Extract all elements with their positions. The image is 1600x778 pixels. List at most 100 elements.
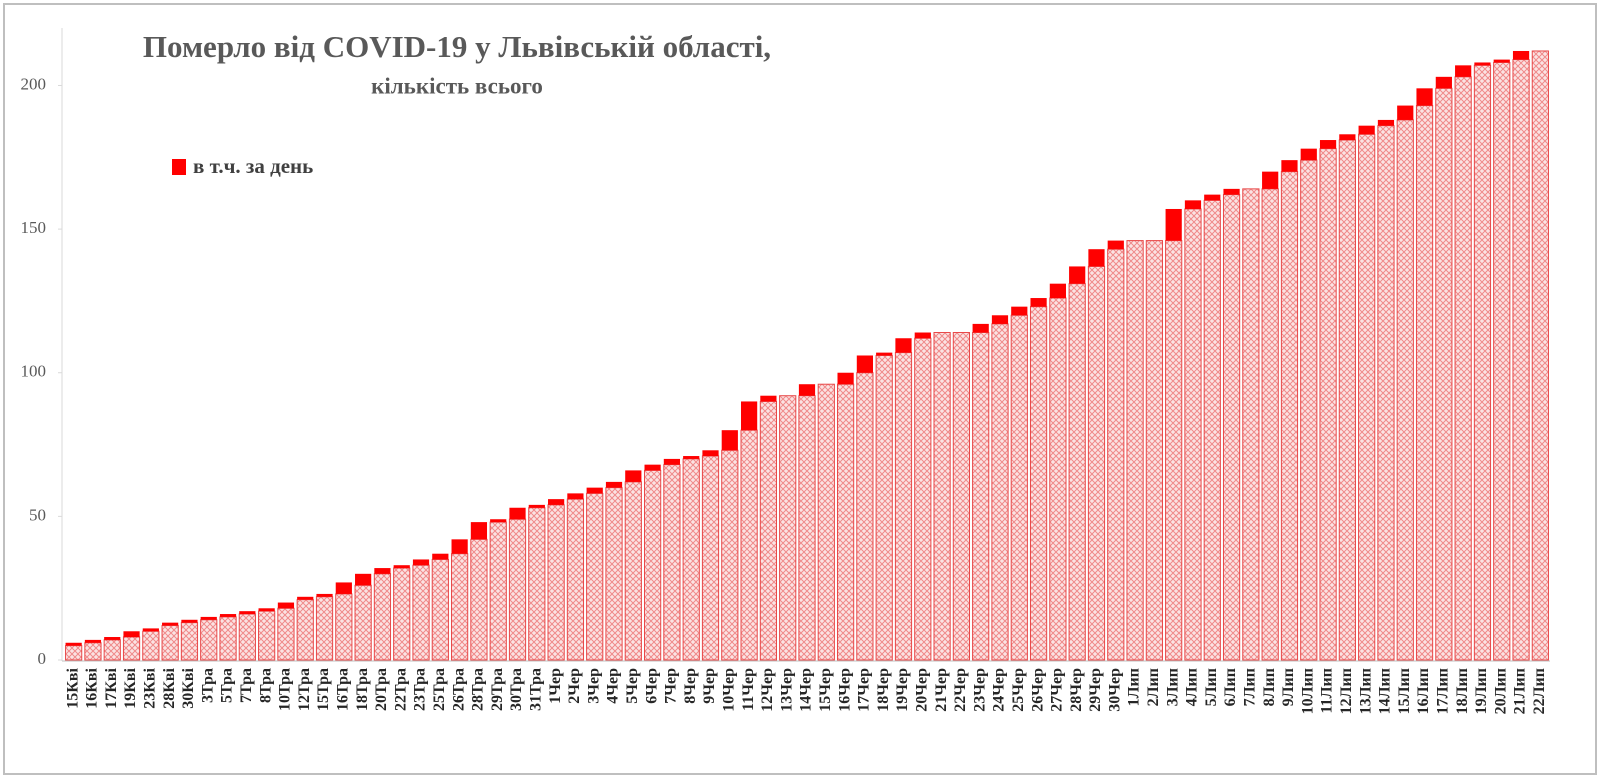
bar-segment: [1377, 119, 1395, 126]
bar: [335, 593, 353, 661]
bar: [180, 622, 199, 661]
x-tick-label: 6Лип: [1222, 668, 1239, 706]
bar: [547, 504, 565, 661]
y-tick-label: 150: [21, 218, 47, 237]
bar: [856, 372, 874, 661]
bar-segment: [1262, 171, 1279, 189]
bar: [65, 645, 83, 661]
bar: [663, 464, 681, 661]
x-tick-label: 3Тра: [199, 668, 216, 703]
bar-segment: [1493, 59, 1510, 63]
bar: [566, 498, 585, 661]
x-tick-label: 27Чер: [1049, 668, 1066, 712]
bar: [798, 395, 816, 661]
x-tick-label: 31Тра: [527, 668, 544, 711]
bar: [528, 507, 546, 661]
bar-segment: [335, 582, 352, 594]
x-tick-label: 17Лип: [1435, 668, 1452, 714]
bar: [644, 469, 662, 661]
bar: [1222, 194, 1241, 661]
bar-segment: [1474, 62, 1491, 66]
x-tick-label: 4Лип: [1184, 668, 1201, 706]
bar: [1126, 240, 1144, 661]
bar: [1493, 61, 1511, 661]
x-tick-label: 12Лип: [1338, 668, 1355, 714]
x-tick-label: 8Тра: [257, 668, 274, 703]
bar-segment: [509, 507, 526, 520]
x-tick-label: 8Чер: [682, 668, 699, 704]
bar: [817, 383, 835, 661]
bar: [1107, 248, 1125, 661]
bar-segment: [760, 395, 777, 402]
bar-segment: [1088, 249, 1105, 267]
x-tick-label: 18Чер: [875, 668, 892, 712]
bar: [451, 553, 469, 661]
x-tick-label: 18Тра: [354, 668, 371, 711]
bar: [1087, 265, 1106, 661]
bar-segment: [162, 622, 179, 626]
bar-segment: [1165, 208, 1182, 241]
bar: [1531, 50, 1549, 661]
bar: [84, 642, 102, 661]
bar-segment: [470, 522, 488, 540]
x-tick-label: 5Тра: [219, 668, 236, 703]
x-tick-label: 17Кві: [103, 667, 120, 708]
bar: [1203, 199, 1221, 661]
bar-segment: [1455, 65, 1472, 77]
bar: [1184, 208, 1202, 661]
bar: [200, 619, 218, 661]
bar-segment: [432, 553, 449, 560]
x-tick-label: 2Лип: [1145, 668, 1162, 706]
x-tick-label: 13Лип: [1357, 668, 1374, 714]
x-tick-label: 3Чер: [585, 668, 602, 704]
x-tick-label: 12Чер: [759, 668, 776, 712]
bar-segment: [1011, 306, 1028, 316]
bar-segment: [1223, 188, 1240, 195]
bar-segment: [837, 372, 854, 385]
x-tick-label: 28Тра: [470, 668, 487, 711]
y-tick-label: 200: [21, 74, 47, 93]
bar-segment: [740, 401, 758, 431]
x-tick-label: 10Лип: [1299, 668, 1316, 714]
x-tick-label: 21Чер: [933, 668, 950, 712]
x-tick-label: 22Лип: [1531, 668, 1548, 714]
x-tick-label: 23Кві: [142, 667, 159, 708]
bar: [701, 455, 720, 661]
bar: [875, 354, 893, 661]
bar-segment: [181, 619, 198, 623]
bar-segment: [239, 611, 256, 615]
x-tick-label: 28Чер: [1068, 668, 1085, 712]
bar: [258, 610, 276, 661]
bar-segment: [567, 493, 584, 500]
bar: [605, 487, 623, 661]
bar: [1415, 105, 1434, 661]
bar-segment: [1358, 125, 1375, 135]
bar: [161, 625, 179, 661]
x-tick-label: 11Чер: [740, 668, 757, 711]
x-tick-label: 19Кві: [122, 667, 139, 708]
x-tick-label: 1Чер: [547, 668, 564, 704]
bar-segment: [258, 608, 275, 612]
y-tick-label: 50: [29, 505, 46, 524]
bar: [354, 584, 372, 661]
bar: [1068, 283, 1086, 661]
bar-segment: [876, 352, 893, 356]
bar: [1242, 188, 1260, 661]
bar-segment: [1416, 88, 1433, 106]
bar-segment: [586, 487, 603, 494]
bar-segment: [548, 499, 565, 505]
bar-segment: [1397, 105, 1414, 120]
chart-subtitle: кількість всього: [371, 73, 543, 98]
bar-segment: [663, 458, 681, 465]
bar-segment: [798, 384, 816, 396]
bar: [238, 613, 256, 661]
bar-segment: [625, 470, 642, 482]
bar-segment: [991, 315, 1009, 324]
x-tick-label: 22Чер: [952, 668, 969, 712]
bar: [277, 607, 295, 661]
bar-segment: [123, 631, 140, 638]
bar: [470, 538, 488, 661]
bar-segment: [219, 614, 237, 617]
bar: [586, 492, 604, 661]
